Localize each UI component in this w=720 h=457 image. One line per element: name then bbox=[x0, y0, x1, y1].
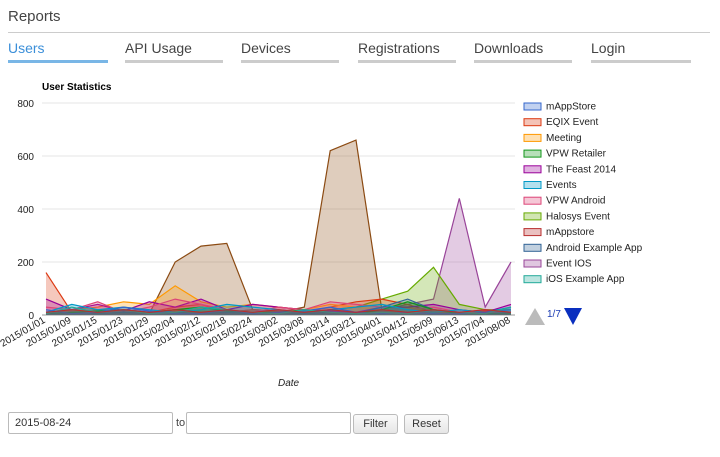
legend-label: The Feast 2014 bbox=[546, 164, 616, 175]
tab-login-label: Login bbox=[591, 40, 626, 56]
legend-swatch bbox=[523, 259, 542, 268]
tab-devices[interactable]: Devices bbox=[241, 40, 349, 64]
to-label: to bbox=[176, 417, 186, 429]
series-line bbox=[45, 306, 512, 315]
legend-label: Event IOS bbox=[546, 259, 592, 270]
tab-registrations-label: Registrations bbox=[358, 40, 440, 56]
from-date-input[interactable] bbox=[8, 412, 173, 434]
y-tick-label: 0 bbox=[28, 311, 34, 322]
legend-label: VPW Android bbox=[546, 196, 605, 207]
reset-button[interactable]: Reset bbox=[404, 414, 449, 434]
legend-item[interactable]: Event IOS bbox=[523, 259, 592, 270]
legend-swatch bbox=[523, 228, 542, 237]
legend-swatch bbox=[523, 133, 542, 142]
legend-swatch bbox=[523, 181, 542, 189]
legend-label: Android Example App bbox=[546, 243, 643, 254]
chart-series bbox=[45, 139, 512, 315]
legend-label: mAppStore bbox=[546, 102, 596, 113]
chart-grid bbox=[42, 102, 515, 316]
tab-users[interactable]: Users bbox=[8, 40, 116, 64]
legend-swatch bbox=[523, 212, 542, 221]
y-tick-label: 200 bbox=[17, 258, 34, 269]
tab-registrations[interactable]: Registrations bbox=[358, 40, 466, 64]
series-area bbox=[46, 285, 511, 315]
tab-api-usage[interactable]: API Usage bbox=[125, 40, 233, 64]
series-area bbox=[46, 198, 511, 315]
legend-item[interactable]: EQIX Event bbox=[523, 117, 598, 128]
tab-login-underline bbox=[591, 60, 691, 63]
tab-users-underline bbox=[8, 60, 108, 63]
legend-item[interactable]: Halosys Event bbox=[523, 211, 610, 222]
page-title: Reports bbox=[8, 8, 61, 25]
legend-label: VPW Retailer bbox=[546, 149, 607, 160]
y-axis: 0 200 400 600 800 bbox=[17, 99, 34, 322]
tab-api-usage-underline bbox=[125, 60, 223, 63]
user-statistics-chart: User Statistics 0 200 400 600 800 2015/01/01… bbox=[0, 70, 720, 390]
y-tick-label: 800 bbox=[17, 99, 34, 110]
legend-label: mAppstore bbox=[546, 227, 595, 238]
legend-label: Events bbox=[546, 180, 577, 191]
to-date-input[interactable] bbox=[186, 412, 351, 434]
legend-label: Meeting bbox=[546, 133, 582, 144]
legend-item[interactable]: Android Example App bbox=[523, 243, 643, 254]
legend-item[interactable]: Events bbox=[523, 180, 577, 191]
tab-registrations-underline bbox=[358, 60, 456, 63]
legend-item[interactable]: mAppstore bbox=[523, 227, 595, 238]
tab-users-label: Users bbox=[8, 40, 45, 56]
legend-item[interactable]: VPW Retailer bbox=[523, 149, 607, 160]
legend-swatch bbox=[523, 149, 542, 158]
legend-swatch bbox=[523, 118, 542, 127]
tab-devices-label: Devices bbox=[241, 40, 291, 56]
chart-legend: mAppStore EQIX Event Meeting VPW Retailer Th… bbox=[523, 102, 643, 285]
tab-downloads-label: Downloads bbox=[474, 40, 544, 56]
legend-swatch bbox=[523, 196, 542, 205]
y-tick-label: 400 bbox=[17, 205, 34, 216]
legend-prev-arrow-icon[interactable] bbox=[525, 308, 545, 325]
chart-svg: User Statistics 0 200 400 600 800 2015/01/01… bbox=[0, 82, 643, 389]
tab-devices-underline bbox=[241, 60, 339, 63]
series-area bbox=[46, 272, 511, 315]
legend-item[interactable]: VPW Android bbox=[523, 196, 605, 207]
tab-downloads-underline bbox=[474, 60, 572, 63]
legend-item[interactable]: The Feast 2014 bbox=[523, 164, 616, 175]
legend-item[interactable]: iOS Example App bbox=[523, 274, 625, 285]
legend-swatch bbox=[523, 102, 542, 111]
tab-login[interactable]: Login bbox=[591, 40, 701, 64]
series-area bbox=[46, 301, 511, 315]
y-tick-label: 600 bbox=[17, 152, 34, 163]
header-divider bbox=[8, 32, 710, 33]
series-line bbox=[45, 309, 512, 313]
legend-swatch bbox=[523, 165, 542, 174]
tab-downloads[interactable]: Downloads bbox=[474, 40, 582, 64]
legend-label: Halosys Event bbox=[546, 211, 610, 222]
legend-pager: 1/7 bbox=[525, 308, 582, 325]
legend-label: EQIX Event bbox=[546, 117, 598, 128]
legend-label: iOS Example App bbox=[546, 274, 625, 285]
report-tabs: Users API Usage Devices Registrations Do… bbox=[8, 40, 708, 66]
tab-api-usage-label: API Usage bbox=[125, 40, 192, 56]
legend-swatch bbox=[523, 275, 542, 284]
legend-page-indicator: 1/7 bbox=[547, 309, 561, 320]
filter-button[interactable]: Filter bbox=[353, 414, 398, 434]
legend-next-arrow-icon[interactable] bbox=[564, 308, 582, 325]
x-axis-title: Date bbox=[278, 378, 300, 389]
chart-title: User Statistics bbox=[42, 82, 112, 93]
legend-item[interactable]: Meeting bbox=[523, 133, 582, 144]
x-axis: 2015/01/012015/01/092015/01/152015/01/23… bbox=[0, 315, 513, 350]
legend-item[interactable]: mAppStore bbox=[523, 102, 596, 113]
legend-swatch bbox=[523, 243, 542, 252]
